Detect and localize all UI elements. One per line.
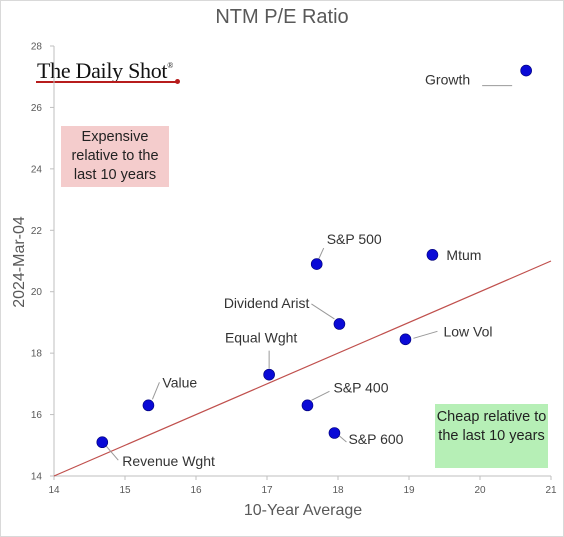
data-point: [263, 368, 275, 381]
point-label: Mtum: [446, 247, 481, 263]
y-tick-label: 26: [31, 103, 43, 114]
leader-line: [318, 247, 325, 260]
point-label: Value: [162, 374, 197, 390]
leader-line: [311, 390, 330, 401]
data-point: [96, 436, 109, 449]
leader-line: [339, 435, 347, 443]
y-tick-label: 16: [31, 410, 43, 421]
leader-line: [151, 382, 160, 400]
cheap-annotation: Cheap relative to the last 10 years: [435, 404, 548, 468]
x-tick-label: 17: [261, 485, 273, 496]
data-point: [426, 249, 439, 261]
leader-line: [413, 330, 438, 339]
y-tick-label: 24: [31, 164, 43, 175]
expensive-annotation: Expensive relative to the last 10 years: [61, 126, 169, 187]
x-tick-label: 14: [48, 485, 60, 496]
point-label: Equal Wght: [225, 330, 297, 346]
data-point: [399, 333, 412, 346]
y-tick-label: 22: [31, 226, 43, 237]
point-label: Revenue Wght: [122, 453, 215, 469]
y-tick-label: 14: [31, 472, 43, 483]
data-point: [142, 399, 155, 412]
x-tick-label: 15: [119, 485, 131, 496]
logo-registered-mark: ®: [167, 60, 174, 70]
point-label: Growth: [425, 72, 470, 88]
point-label: S&P 500: [327, 231, 382, 247]
x-tick-label: 16: [190, 485, 202, 496]
logo-text: The Daily Shot: [37, 58, 168, 83]
data-point: [328, 427, 341, 439]
reference-line: [53, 260, 552, 477]
point-label: Dividend Arist: [224, 295, 310, 311]
y-tick-label: 20: [31, 287, 43, 298]
y-tick-label: 28: [31, 42, 43, 53]
y-tick-label: 18: [31, 349, 43, 360]
leader-line: [105, 445, 119, 461]
data-points: [96, 64, 532, 449]
data-point: [310, 258, 323, 270]
data-point: [520, 64, 532, 77]
x-axis-label: 10-Year Average: [243, 502, 363, 519]
logo-underline: [36, 81, 178, 83]
leader-lines: [105, 85, 513, 461]
point-labels: Growth S&P 500 Mtum Dividend Arist Low Vol Eq…: [122, 72, 492, 470]
chart-title: NTM P/E Ratio: [215, 6, 349, 28]
axes: 14 15 16 17 18 19 20 21 14 16 18 20 22 24 26 28: [31, 42, 557, 497]
leader-line: [311, 303, 335, 320]
x-tick-label: 18: [332, 485, 344, 496]
point-label: Low Vol: [443, 323, 492, 339]
data-point: [333, 318, 346, 330]
data-point: [301, 399, 314, 412]
daily-shot-logo: The Daily Shot®: [37, 58, 173, 84]
x-tick-label: 19: [403, 485, 415, 496]
point-label: S&P 600: [348, 431, 403, 447]
point-label: S&P 400: [333, 379, 388, 395]
reference-line-group: [53, 260, 552, 477]
logo-dot: [175, 79, 180, 84]
x-tick-label: 20: [474, 485, 486, 496]
x-tick-label: 21: [545, 485, 557, 496]
